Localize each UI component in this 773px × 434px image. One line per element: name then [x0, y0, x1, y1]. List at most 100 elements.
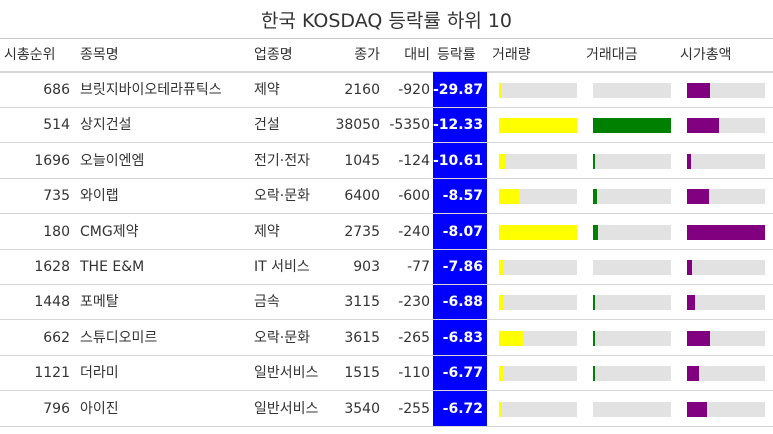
- volume-bar-track: [499, 330, 577, 346]
- cell-rate-value: -6.72: [442, 400, 483, 417]
- trade-value-bar: [593, 330, 596, 346]
- cell-rate-value: -10.61: [433, 152, 484, 169]
- cell-change: -600: [398, 188, 430, 205]
- table-row: 686 브릿지바이오테라퓨틱스 제약 2160 -920 -29.87: [0, 73, 773, 108]
- cell-rate-value: -6.77: [442, 365, 483, 382]
- cell-sector: 제약: [254, 82, 280, 98]
- cell-name: 와이랩: [80, 188, 119, 205]
- cell-rate: -8.57: [433, 179, 487, 215]
- row-divider: [0, 354, 773, 356]
- market-cap-bar-track: [687, 153, 765, 169]
- market-cap-bar: [687, 260, 692, 275]
- row-divider: [0, 390, 773, 392]
- volume-bar-track: [499, 295, 577, 311]
- cell-rate: -6.88: [433, 285, 487, 321]
- volume-bar-track: [499, 83, 577, 98]
- header-market-cap: 시가총액: [680, 47, 732, 63]
- market-cap-bar-track: [687, 224, 765, 240]
- cell-name: 오늘이엔엠: [80, 152, 145, 169]
- volume-bar: [499, 189, 521, 205]
- cell-rank: 180: [43, 223, 70, 240]
- volume-bar-track: [499, 118, 577, 134]
- cell-name: 스튜디오미르: [80, 329, 158, 346]
- header-divider: [0, 71, 773, 73]
- header-sector: 업종명: [254, 47, 293, 63]
- market-cap-bar-track: [687, 260, 765, 275]
- cell-change: -920: [398, 82, 430, 98]
- row-divider: [0, 284, 773, 285]
- table-row: 1121 더라미 일반서비스 1515 -110 -6.77: [0, 356, 773, 392]
- cell-name: CMG제약: [80, 223, 139, 240]
- cell-rate: -12.33: [433, 108, 487, 144]
- market-cap-bar: [687, 224, 765, 240]
- cell-close: 2735: [344, 223, 380, 240]
- cell-sector: 제약: [254, 223, 280, 240]
- cell-rate-value: -7.86: [442, 259, 483, 275]
- market-cap-bar: [687, 401, 707, 417]
- cell-close: 38050: [335, 117, 380, 134]
- cell-sector: 일반서비스: [254, 400, 319, 417]
- cell-sector: IT 서비스: [254, 259, 310, 275]
- cell-rate: -6.72: [433, 391, 487, 427]
- volume-bar: [499, 83, 502, 98]
- market-cap-bar: [687, 189, 709, 205]
- row-divider: [0, 142, 773, 144]
- cell-close: 1045: [344, 152, 380, 169]
- trade-value-bar-track: [593, 260, 671, 275]
- cell-name: 상지건설: [80, 117, 132, 134]
- cell-rate: -7.86: [433, 250, 487, 285]
- cell-rate: -6.83: [433, 320, 487, 356]
- cell-rate: -29.87: [433, 73, 487, 108]
- table-row: 662 스튜디오미르 오락·문화 3615 -265 -6.83: [0, 320, 773, 356]
- market-cap-bar-track: [687, 330, 765, 346]
- volume-bar-track: [499, 260, 577, 275]
- cell-change: -240: [398, 223, 430, 240]
- trade-value-bar-track: [593, 224, 671, 240]
- trade-value-bar-track: [593, 330, 671, 346]
- cell-rate: -6.77: [433, 356, 487, 392]
- trade-value-bar-track: [593, 366, 671, 382]
- cell-rank: 1628: [34, 259, 70, 275]
- cell-rate-value: -8.07: [442, 223, 483, 240]
- cell-name: 포메탈: [80, 294, 119, 311]
- cell-rate-value: -8.57: [442, 188, 483, 205]
- cell-change: -255: [398, 400, 430, 417]
- volume-bar: [499, 401, 501, 417]
- trade-value-bar-track: [593, 153, 671, 169]
- trade-value-bar-track: [593, 189, 671, 205]
- cell-rank: 514: [43, 117, 70, 134]
- header-close: 종가: [354, 47, 380, 63]
- table-row: 1628 THE E&M IT 서비스 903 -77 -7.86: [0, 250, 773, 285]
- market-cap-bar-track: [687, 118, 765, 134]
- market-cap-bar-track: [687, 295, 765, 311]
- volume-bar: [499, 118, 577, 134]
- chart-title: 한국 KOSDAQ 등락률 하위 10: [260, 10, 513, 32]
- table-row: 1696 오늘이엔엠 전기·전자 1045 -124 -10.61: [0, 143, 773, 179]
- cell-rank: 1696: [34, 152, 70, 169]
- market-cap-bar-track: [687, 401, 765, 417]
- row-divider: [0, 107, 773, 108]
- header-volume: 거래량: [492, 47, 531, 63]
- cell-change: -265: [398, 329, 430, 346]
- cell-rank: 662: [43, 329, 70, 346]
- cell-name: 브릿지바이오테라퓨틱스: [80, 82, 222, 98]
- volume-bar-track: [499, 153, 577, 169]
- trade-value-bar: [593, 295, 595, 311]
- volume-bar: [499, 366, 503, 382]
- volume-bar-track: [499, 224, 577, 240]
- cell-close: 3615: [344, 329, 380, 346]
- cell-sector: 건설: [254, 117, 280, 134]
- cell-rank: 796: [43, 400, 70, 417]
- volume-bar-track: [499, 401, 577, 417]
- cell-change: -230: [398, 294, 430, 311]
- trade-value-bar-track: [593, 295, 671, 311]
- trade-value-bar-track: [593, 401, 671, 417]
- market-cap-bar: [687, 153, 691, 169]
- cell-sector: 일반서비스: [254, 365, 319, 382]
- cell-rate: -8.07: [433, 214, 487, 250]
- cell-close: 3540: [344, 400, 380, 417]
- trade-value-bar: [593, 366, 595, 382]
- row-divider: [0, 213, 773, 215]
- cell-sector: 오락·문화: [254, 188, 310, 205]
